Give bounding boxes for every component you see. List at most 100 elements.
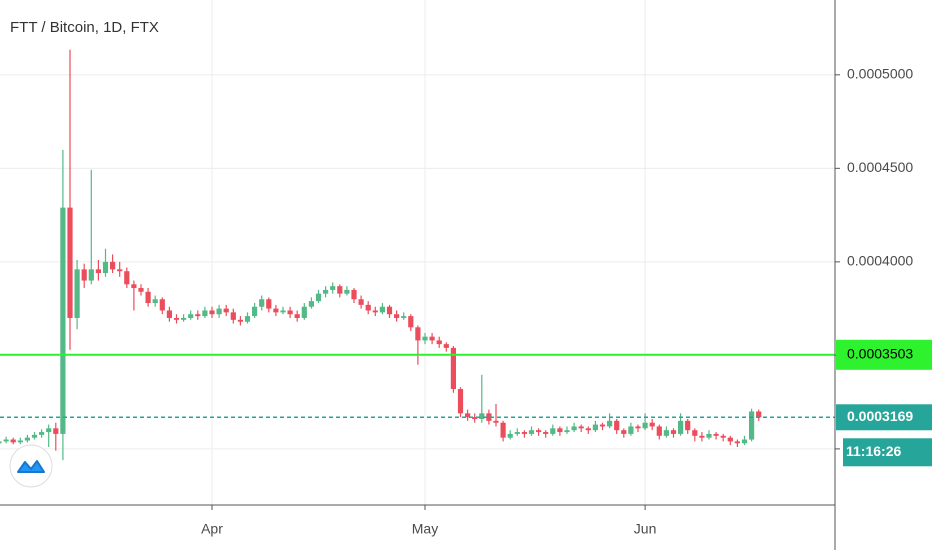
candle-body — [252, 306, 258, 317]
candle-body — [209, 310, 215, 315]
candle-body — [181, 317, 187, 320]
candle-body — [259, 299, 265, 307]
candle-body — [379, 306, 385, 313]
candle-body — [528, 430, 535, 434]
candle-body — [88, 269, 94, 281]
candle-body — [685, 420, 691, 431]
candle-body — [649, 422, 655, 427]
candle-body — [493, 420, 499, 423]
candle-body — [457, 389, 464, 414]
candle-body — [692, 430, 698, 436]
candle-body — [223, 308, 229, 313]
candle-body — [749, 411, 755, 440]
x-tick-label: Apr — [201, 521, 223, 537]
candle-body — [450, 347, 456, 390]
candle-body — [358, 299, 364, 305]
candle-body — [60, 207, 66, 434]
candle-body — [188, 314, 194, 318]
candle-body — [131, 284, 137, 289]
candle-body — [571, 426, 577, 431]
logo[interactable] — [9, 444, 53, 488]
last-price-box — [836, 404, 932, 431]
candle-body — [386, 306, 393, 315]
candle-body — [713, 433, 719, 436]
candle-body — [166, 310, 172, 318]
candle-body — [599, 424, 606, 427]
candle-body — [308, 301, 314, 307]
candle-body — [727, 437, 733, 442]
logo-circle — [9, 444, 53, 488]
candle-body — [24, 437, 30, 441]
candle-body — [536, 430, 542, 433]
candle-body — [230, 312, 236, 320]
candle-body — [53, 428, 59, 434]
candle-body — [557, 428, 563, 433]
candle-body — [81, 269, 87, 281]
candle-body — [465, 413, 471, 418]
candle-body — [564, 430, 570, 433]
candle-body — [401, 316, 407, 318]
candle-body — [237, 319, 243, 322]
candle-body — [642, 422, 648, 429]
candle-body — [635, 426, 641, 429]
logo-icon — [17, 460, 45, 473]
candle-body — [592, 424, 598, 431]
candle-body — [39, 432, 45, 435]
candle-body — [521, 432, 527, 434]
candle-body — [31, 434, 38, 438]
candle-body — [344, 289, 350, 294]
candle-body — [422, 336, 428, 341]
y-tick-label: 0.0004500 — [847, 159, 913, 175]
candle-body — [287, 310, 293, 315]
chart-title: FTT / Bitcoin, 1D, FTX — [10, 19, 159, 36]
candle-body — [74, 269, 80, 318]
candle-body — [663, 430, 669, 436]
candle-body — [67, 207, 73, 318]
candle-body — [173, 317, 180, 320]
candle-body — [585, 428, 591, 431]
candle-body — [628, 426, 634, 434]
candle-body — [706, 433, 712, 438]
candle-body — [315, 293, 322, 302]
candle-body — [621, 430, 627, 434]
candle-body — [351, 289, 357, 300]
candle-body — [46, 428, 52, 433]
y-tick-label: 0.0004000 — [847, 253, 913, 269]
candle-body — [301, 306, 307, 318]
candle-body — [514, 432, 520, 434]
candle-body — [670, 430, 677, 434]
candle-body — [486, 413, 492, 421]
candle-body — [124, 271, 130, 285]
candle-body — [17, 440, 23, 443]
axes: 0.00030000.00035000.00040000.00045000.00… — [201, 66, 932, 537]
candle-body — [656, 426, 662, 436]
candle-body — [443, 344, 449, 348]
candle-body — [244, 316, 251, 322]
candle-body — [741, 439, 748, 444]
candle-body — [117, 269, 123, 272]
candle-body — [145, 291, 151, 303]
candle-body — [216, 308, 222, 315]
candle-body — [507, 433, 513, 438]
candle-body — [550, 428, 556, 434]
x-tick-label: May — [412, 521, 438, 537]
candle-body — [330, 286, 336, 290]
candle-body — [436, 340, 442, 345]
candle-body — [372, 310, 378, 313]
candle-body — [273, 308, 279, 313]
candle-body — [543, 432, 549, 434]
countdown-label: 11:16:26 — [846, 443, 901, 459]
candle-body — [500, 422, 506, 438]
x-tick-label: Jun — [634, 521, 657, 537]
candle-body — [734, 441, 740, 444]
candle-body — [202, 310, 208, 317]
countdown-box — [843, 438, 932, 467]
candle-body — [479, 413, 485, 419]
candle-body — [578, 426, 584, 429]
level-price-label: 0.0003503 — [847, 346, 913, 362]
candle-body — [266, 299, 272, 309]
candle-body — [95, 269, 101, 274]
last-price-label: 0.0003169 — [847, 408, 913, 424]
